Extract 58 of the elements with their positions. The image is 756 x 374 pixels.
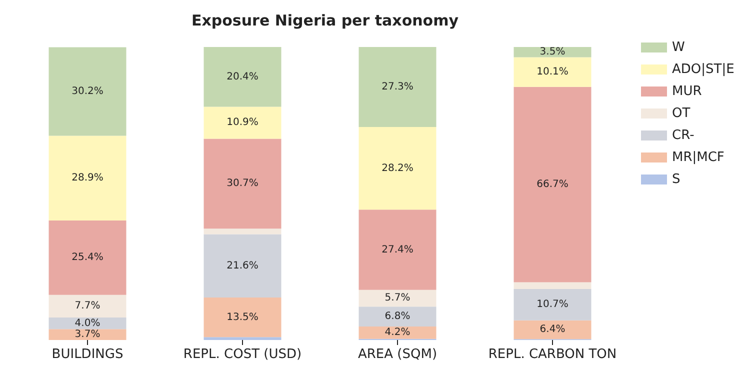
data-label: 27.4%: [382, 244, 414, 256]
data-label: 5.7%: [384, 292, 410, 304]
data-label: 4.0%: [74, 318, 100, 329]
data-label: 21.6%: [226, 260, 258, 272]
bar: [514, 320, 592, 340]
data-label: 28.2%: [382, 162, 414, 174]
bar: [358, 290, 436, 307]
legend-label: W: [672, 40, 685, 55]
bar: [204, 106, 282, 139]
legend-label: ADO|ST|E: [672, 62, 734, 77]
x-tick-label: REPL. CARBON TON: [488, 347, 617, 362]
legend-label: S: [672, 172, 680, 187]
bar: [204, 234, 282, 298]
bar: [48, 47, 126, 136]
bar: [204, 47, 282, 107]
bar: [48, 136, 126, 220]
data-label: 20.4%: [226, 71, 258, 82]
x-tick-label: REPL. COST (USD): [183, 347, 302, 362]
bar: [514, 86, 592, 282]
bar: [514, 47, 592, 58]
bar: [204, 228, 282, 234]
bar: [204, 337, 282, 340]
data-label: 28.9%: [72, 172, 104, 184]
legend-label: OT: [672, 106, 690, 121]
bar: [514, 57, 592, 87]
bar: [48, 220, 126, 295]
data-label: 10.1%: [536, 66, 568, 78]
bar: [204, 298, 282, 338]
bar: [48, 329, 126, 340]
x-tick-label: AREA (SQM): [358, 347, 438, 362]
bar: [358, 306, 436, 327]
data-label: 13.5%: [226, 312, 258, 323]
data-label: 10.9%: [226, 117, 258, 128]
bar: [204, 138, 282, 229]
chart-title: Exposure Nigeria per taxonomy: [191, 12, 459, 30]
data-label: 6.8%: [384, 311, 410, 322]
data-label: 30.7%: [226, 178, 258, 190]
bar: [358, 126, 436, 210]
data-label: 27.3%: [382, 81, 414, 92]
bar: [48, 294, 126, 318]
data-label: 25.4%: [72, 252, 104, 264]
bar: [514, 289, 592, 320]
data-label: 3.7%: [74, 329, 100, 340]
bar: [358, 47, 436, 127]
bar: [358, 326, 436, 339]
bar: [358, 210, 436, 290]
legend-label: MUR: [672, 84, 702, 99]
data-label: 30.2%: [72, 86, 104, 98]
bar: [514, 282, 592, 290]
x-tick-label: BUILDINGS: [52, 347, 124, 362]
data-label: 6.4%: [540, 324, 566, 336]
data-label: 7.7%: [74, 300, 100, 312]
data-label: 3.5%: [540, 46, 566, 58]
data-label: 66.7%: [536, 179, 568, 190]
data-label: 10.7%: [536, 299, 568, 310]
legend-label: MR|MCF: [672, 150, 724, 165]
data-label: 4.2%: [384, 327, 410, 338]
legend-label: CR-: [672, 128, 695, 143]
